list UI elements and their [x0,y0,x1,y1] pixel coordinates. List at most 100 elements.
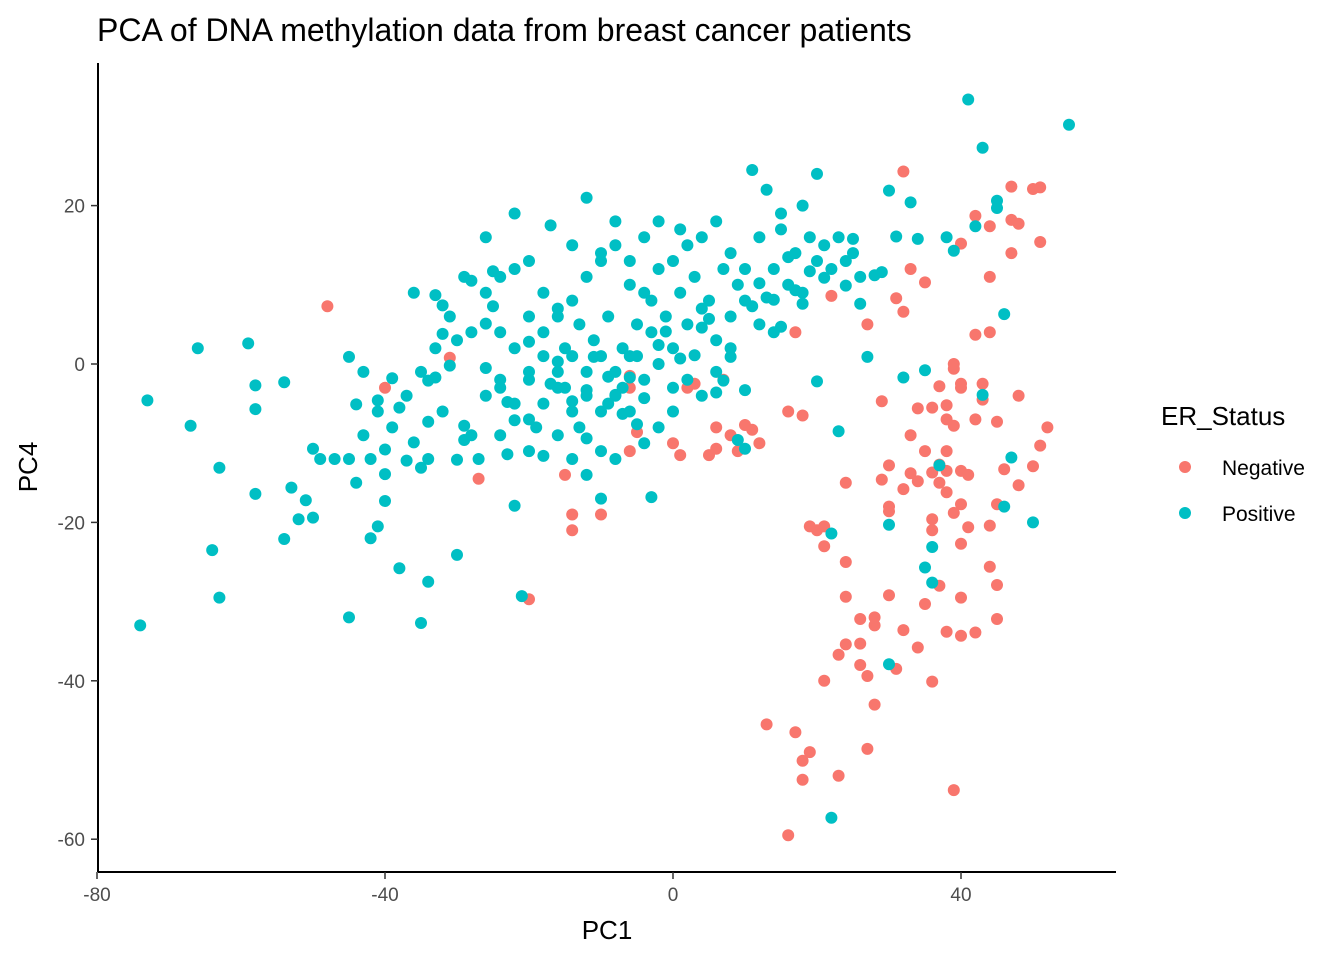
point-positive-169 [559,342,571,355]
point-positive-60 [501,448,514,461]
point-positive-244 [465,429,478,442]
point-positive-182 [494,326,507,339]
point-positive-53 [472,453,485,465]
point-positive-178 [688,270,701,283]
point-positive-146 [465,326,478,339]
point-negative-96 [983,270,996,283]
point-negative-54 [897,483,910,496]
point-positive-85 [652,339,665,351]
point-positive-223 [580,191,593,204]
point-positive-170 [573,318,586,331]
point-positive-234 [458,270,471,283]
point-positive-235 [443,310,456,323]
legend-title: ER_Status [1161,401,1285,431]
point-positive-97 [739,384,751,397]
point-positive-179 [703,294,715,307]
point-negative-108 [1012,389,1025,402]
point-negative-39 [854,613,867,625]
point-negative-62 [919,276,931,289]
y-tick-label: 0 [74,355,85,376]
point-negative-18 [710,442,723,455]
point-positive-30 [379,495,391,507]
point-positive-175 [645,294,658,307]
point-positive-3 [191,342,204,355]
point-negative-123 [940,413,953,426]
point-positive-13 [285,481,298,494]
point-positive-227 [674,223,687,236]
point-positive-190 [609,365,622,378]
point-negative-101 [991,613,1003,625]
chart-title: PCA of DNA methylation data from breast … [97,12,912,48]
point-positive-24 [350,476,363,489]
point-positive-203 [523,413,535,426]
point-negative-49 [883,459,895,472]
point-positive-139 [998,308,1011,321]
point-negative-63 [919,598,931,610]
point-negative-42 [861,742,874,755]
point-positive-87 [667,381,679,394]
point-negative-107 [1005,247,1018,260]
point-positive-224 [609,215,622,228]
point-positive-212 [767,263,780,275]
point-positive-66 [530,421,543,434]
point-negative-47 [875,473,888,486]
point-positive-54 [479,317,492,330]
point-positive-140 [998,500,1011,513]
point-positive-77 [595,492,607,505]
legend-key-negative [1179,461,1191,473]
point-positive-213 [775,223,787,236]
point-positive-115 [854,297,867,310]
point-positive-81 [623,371,636,384]
point-positive-256 [724,342,737,355]
point-positive-21 [343,453,355,465]
point-positive-166 [523,310,535,323]
point-negative-124 [883,500,895,513]
point-positive-206 [566,405,579,418]
point-positive-172 [602,310,615,323]
point-positive-129 [926,576,939,589]
point-positive-149 [508,263,521,275]
point-positive-195 [681,318,694,331]
point-negative-93 [976,377,989,390]
x-tick-label: 40 [950,885,971,906]
point-positive-83 [638,392,651,405]
point-positive-92 [703,312,715,325]
point-negative-113 [1034,181,1047,194]
point-positive-20 [343,611,355,624]
point-positive-100 [753,277,766,290]
legend-label-negative: Negative [1222,457,1305,480]
point-positive-28 [371,520,384,533]
point-positive-230 [479,231,492,244]
point-positive-61 [508,499,521,512]
legend-label-positive: Positive [1222,503,1296,526]
point-negative-73 [940,399,953,412]
point-positive-41 [422,575,435,588]
point-positive-49 [451,548,463,561]
point-positive-225 [638,231,651,244]
point-positive-76 [595,445,607,458]
point-positive-69 [551,355,564,368]
point-positive-162 [695,231,708,244]
y-axis-title: PC4 [13,442,43,493]
point-positive-200 [479,389,492,402]
point-negative-112 [1027,460,1039,473]
point-positive-1 [141,394,154,407]
point-positive-18 [314,453,327,465]
point-negative-40 [854,637,867,650]
point-negative-77 [947,506,960,519]
point-positive-222 [811,167,823,180]
point-positive-122 [890,230,903,243]
point-positive-238 [400,389,413,402]
point-positive-72 [573,421,586,434]
point-negative-13 [667,437,679,450]
point-negative-132 [832,769,845,782]
point-positive-84 [645,491,658,504]
point-positive-56 [487,300,499,313]
point-positive-82 [631,418,643,431]
point-positive-183 [508,342,521,355]
point-negative-88 [962,468,975,481]
point-positive-240 [371,405,384,418]
point-negative-35 [839,638,852,651]
point-positive-32 [379,443,391,456]
point-negative-131 [818,674,831,687]
